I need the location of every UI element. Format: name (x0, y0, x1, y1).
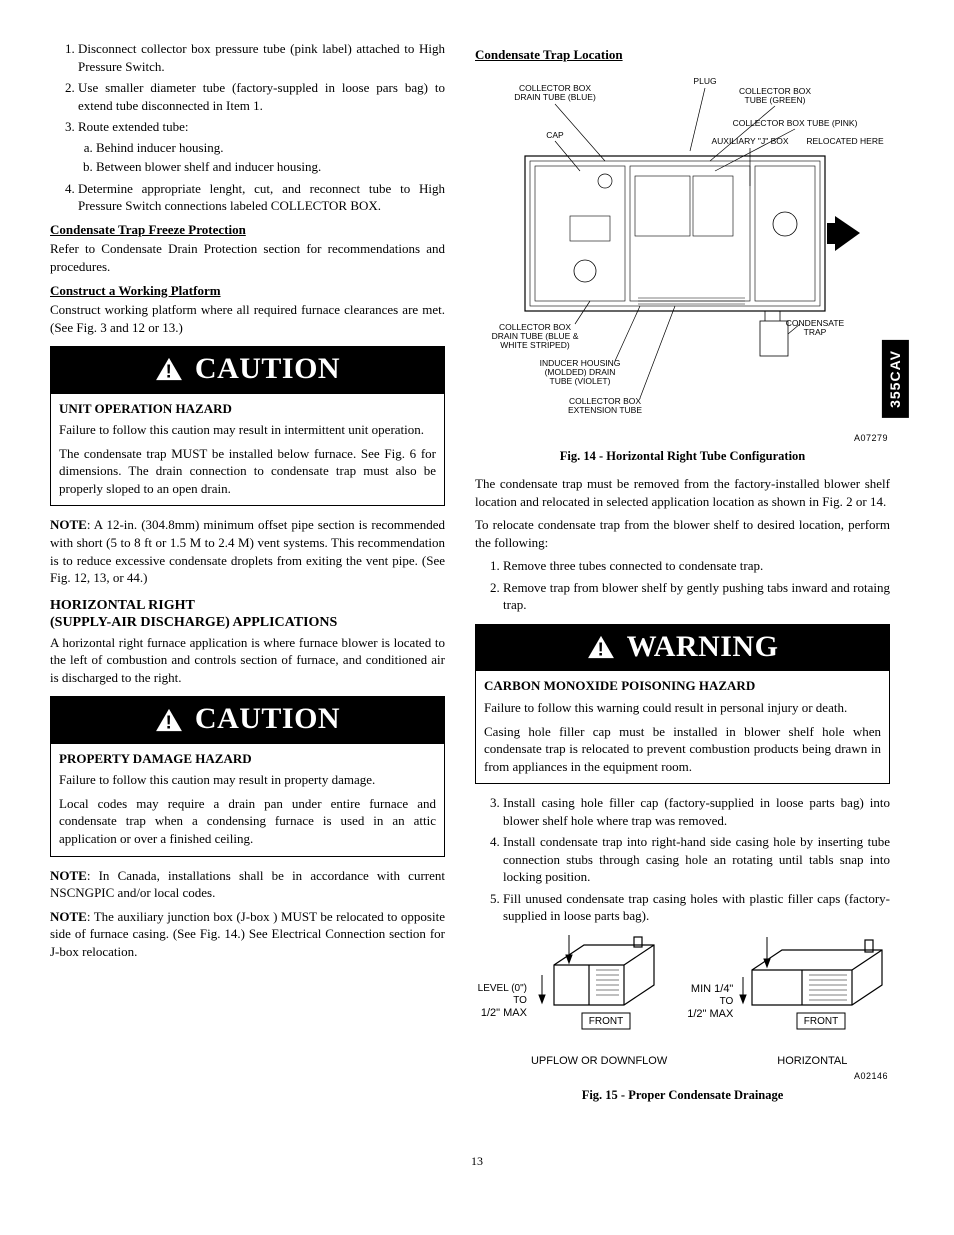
svg-text:FRONT: FRONT (589, 1016, 623, 1027)
svg-text:!: ! (166, 711, 173, 732)
banner-text: WARNING (627, 627, 779, 668)
section-heading: HORIZONTAL RIGHT (SUPPLY-AIR DISCHARGE) … (50, 597, 445, 632)
svg-text:EXTENSION TUBE: EXTENSION TUBE (568, 405, 642, 415)
list-item: Use smaller diameter tube (factory-suppl… (78, 79, 445, 114)
list-item: Determine appropriate lenght, cut, and r… (78, 180, 445, 215)
figure-14-diagram: COLLECTOR BOX DRAIN TUBE (BLUE) PLUG COL… (475, 66, 890, 431)
body-text: The condensate trap must be removed from… (475, 475, 890, 510)
figure-id: A07279 (475, 432, 888, 444)
fig15-label: HORIZONTAL (737, 1054, 887, 1069)
figure-15-diagram: LEVEL (0") TO 1/2" MAX (475, 935, 890, 1068)
svg-text:TUBE (VIOLET): TUBE (VIOLET) (550, 376, 611, 386)
figure-id: A02146 (475, 1070, 888, 1082)
svg-text:TUBE (GREEN): TUBE (GREEN) (745, 95, 806, 105)
list-item: Between blower shelf and inducer housing… (96, 158, 445, 176)
warning-text: Failure to follow this warning could res… (484, 699, 881, 717)
list-item: Remove three tubes connected to condensa… (503, 557, 890, 575)
svg-text:WHITE STRIPED): WHITE STRIPED) (500, 340, 570, 350)
svg-text:PLUG: PLUG (693, 76, 716, 86)
list-item: Fill unused condensate trap casing holes… (503, 890, 890, 925)
list-item: Install condensate trap into right-hand … (503, 833, 890, 886)
svg-text:!: ! (166, 361, 173, 382)
procedure-list-1: Disconnect collector box pressure tube (… (50, 40, 445, 215)
warning-triangle-icon: ! (587, 635, 615, 659)
body-text: Construct working platform where all req… (50, 301, 445, 336)
note-text: NOTE: The auxiliary junction box (J-box … (50, 908, 445, 961)
left-column: Disconnect collector box pressure tube (… (50, 40, 445, 1113)
list-item-text: Route extended tube: (78, 119, 188, 134)
figure-caption: Fig. 14 - Horizontal Right Tube Configur… (475, 448, 890, 465)
banner-text: CAUTION (195, 349, 340, 390)
list-item: Behind inducer housing. (96, 139, 445, 157)
body-text: To relocate condensate trap from the blo… (475, 516, 890, 551)
warning-banner: ! WARNING (476, 625, 889, 672)
page-number: 13 (50, 1153, 904, 1169)
caution-box-2: ! CAUTION PROPERTY DAMAGE HAZARD Failure… (50, 696, 445, 856)
caution-text: The condensate trap MUST be installed be… (59, 445, 436, 498)
caution-banner: ! CAUTION (51, 347, 444, 394)
caution-box-1: ! CAUTION UNIT OPERATION HAZARD Failure … (50, 346, 445, 506)
section-heading: Condensate Trap Location (475, 46, 890, 64)
section-heading: Construct a Working Platform (50, 282, 445, 300)
procedure-list-3: Install casing hole filler cap (factory-… (475, 794, 890, 925)
fig15-label: UPFLOW OR DOWNFLOW (531, 1054, 667, 1069)
svg-text:!: ! (597, 638, 604, 659)
svg-text:RELOCATED HERE: RELOCATED HERE (806, 136, 884, 146)
caution-text: Local codes may require a drain pan unde… (59, 795, 436, 848)
svg-text:COLLECTOR BOX TUBE (PINK): COLLECTOR BOX TUBE (PINK) (733, 118, 858, 128)
note-text: NOTE: A 12-in. (304.8mm) minimum offset … (50, 516, 445, 586)
right-column: Condensate Trap Location COLLECTOR BOX D… (475, 40, 890, 1113)
caution-title: UNIT OPERATION HAZARD (59, 400, 436, 418)
banner-text: CAUTION (195, 699, 340, 740)
note-text: NOTE: In Canada, installations shall be … (50, 867, 445, 902)
warning-triangle-icon: ! (155, 708, 183, 732)
side-model-tab: 355CAV (882, 340, 909, 418)
caution-text: Failure to follow this caution may resul… (59, 771, 436, 789)
procedure-list-2: Remove three tubes connected to condensa… (475, 557, 890, 614)
svg-text:AUXILIARY "J" BOX: AUXILIARY "J" BOX (711, 136, 788, 146)
caution-banner: ! CAUTION (51, 697, 444, 744)
list-item: Route extended tube: Behind inducer hous… (78, 118, 445, 176)
warning-box: ! WARNING CARBON MONOXIDE POISONING HAZA… (475, 624, 890, 784)
list-item: Remove trap from blower shelf by gently … (503, 579, 890, 614)
caution-text: Failure to follow this caution may resul… (59, 421, 436, 439)
svg-text:FRONT: FRONT (804, 1016, 838, 1027)
figure-caption: Fig. 15 - Proper Condensate Drainage (475, 1087, 890, 1104)
svg-text:DRAIN TUBE (BLUE): DRAIN TUBE (BLUE) (514, 92, 596, 102)
svg-text:TRAP: TRAP (804, 327, 827, 337)
warning-title: CARBON MONOXIDE POISONING HAZARD (484, 677, 881, 695)
warning-text: Casing hole filler cap must be installed… (484, 723, 881, 776)
warning-triangle-icon: ! (155, 357, 183, 381)
body-text: Refer to Condensate Drain Protection sec… (50, 240, 445, 275)
list-item: Install casing hole filler cap (factory-… (503, 794, 890, 829)
body-text: A horizontal right furnace application i… (50, 634, 445, 687)
list-item: Disconnect collector box pressure tube (… (78, 40, 445, 75)
caution-title: PROPERTY DAMAGE HAZARD (59, 750, 436, 768)
section-heading: Condensate Trap Freeze Protection (50, 221, 445, 239)
svg-text:CAP: CAP (546, 130, 564, 140)
